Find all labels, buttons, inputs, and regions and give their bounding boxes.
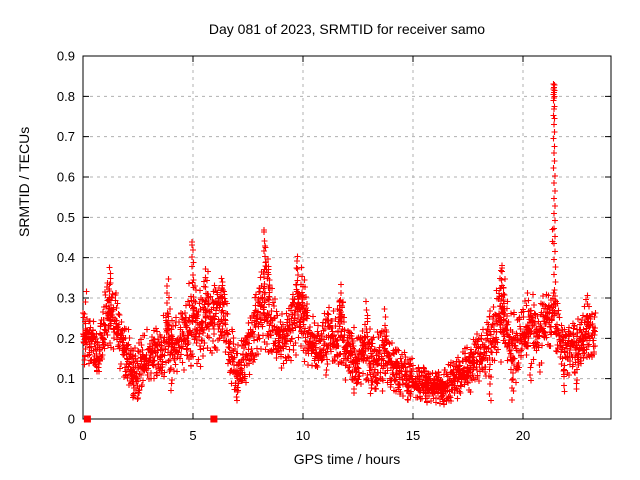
y-tick-label: 0.8	[57, 89, 75, 104]
y-tick-label: 0	[68, 412, 75, 427]
x-tick-label: 0	[79, 428, 86, 443]
x-tick-label: 10	[296, 428, 310, 443]
y-tick-label: 0.6	[57, 170, 75, 185]
y-tick-label: 0.9	[57, 49, 75, 64]
y-tick-label: 0.3	[57, 291, 75, 306]
x-axis-label: GPS time / hours	[293, 451, 401, 467]
y-tick-label: 0.1	[57, 371, 75, 386]
x-tick-label: 15	[406, 428, 420, 443]
y-tick-label: 0.7	[57, 129, 75, 144]
scatter-points	[80, 81, 599, 408]
x-tick-label: 5	[189, 428, 196, 443]
axis-box	[82, 55, 612, 420]
y-tick-label: 0.2	[57, 331, 75, 346]
y-tick-label: 0.4	[57, 250, 75, 265]
x-tick-label: 20	[516, 428, 530, 443]
chart-title: Day 081 of 2023, SRMTID for receiver sam…	[208, 21, 486, 37]
y-tick-label: 0.5	[57, 210, 75, 225]
